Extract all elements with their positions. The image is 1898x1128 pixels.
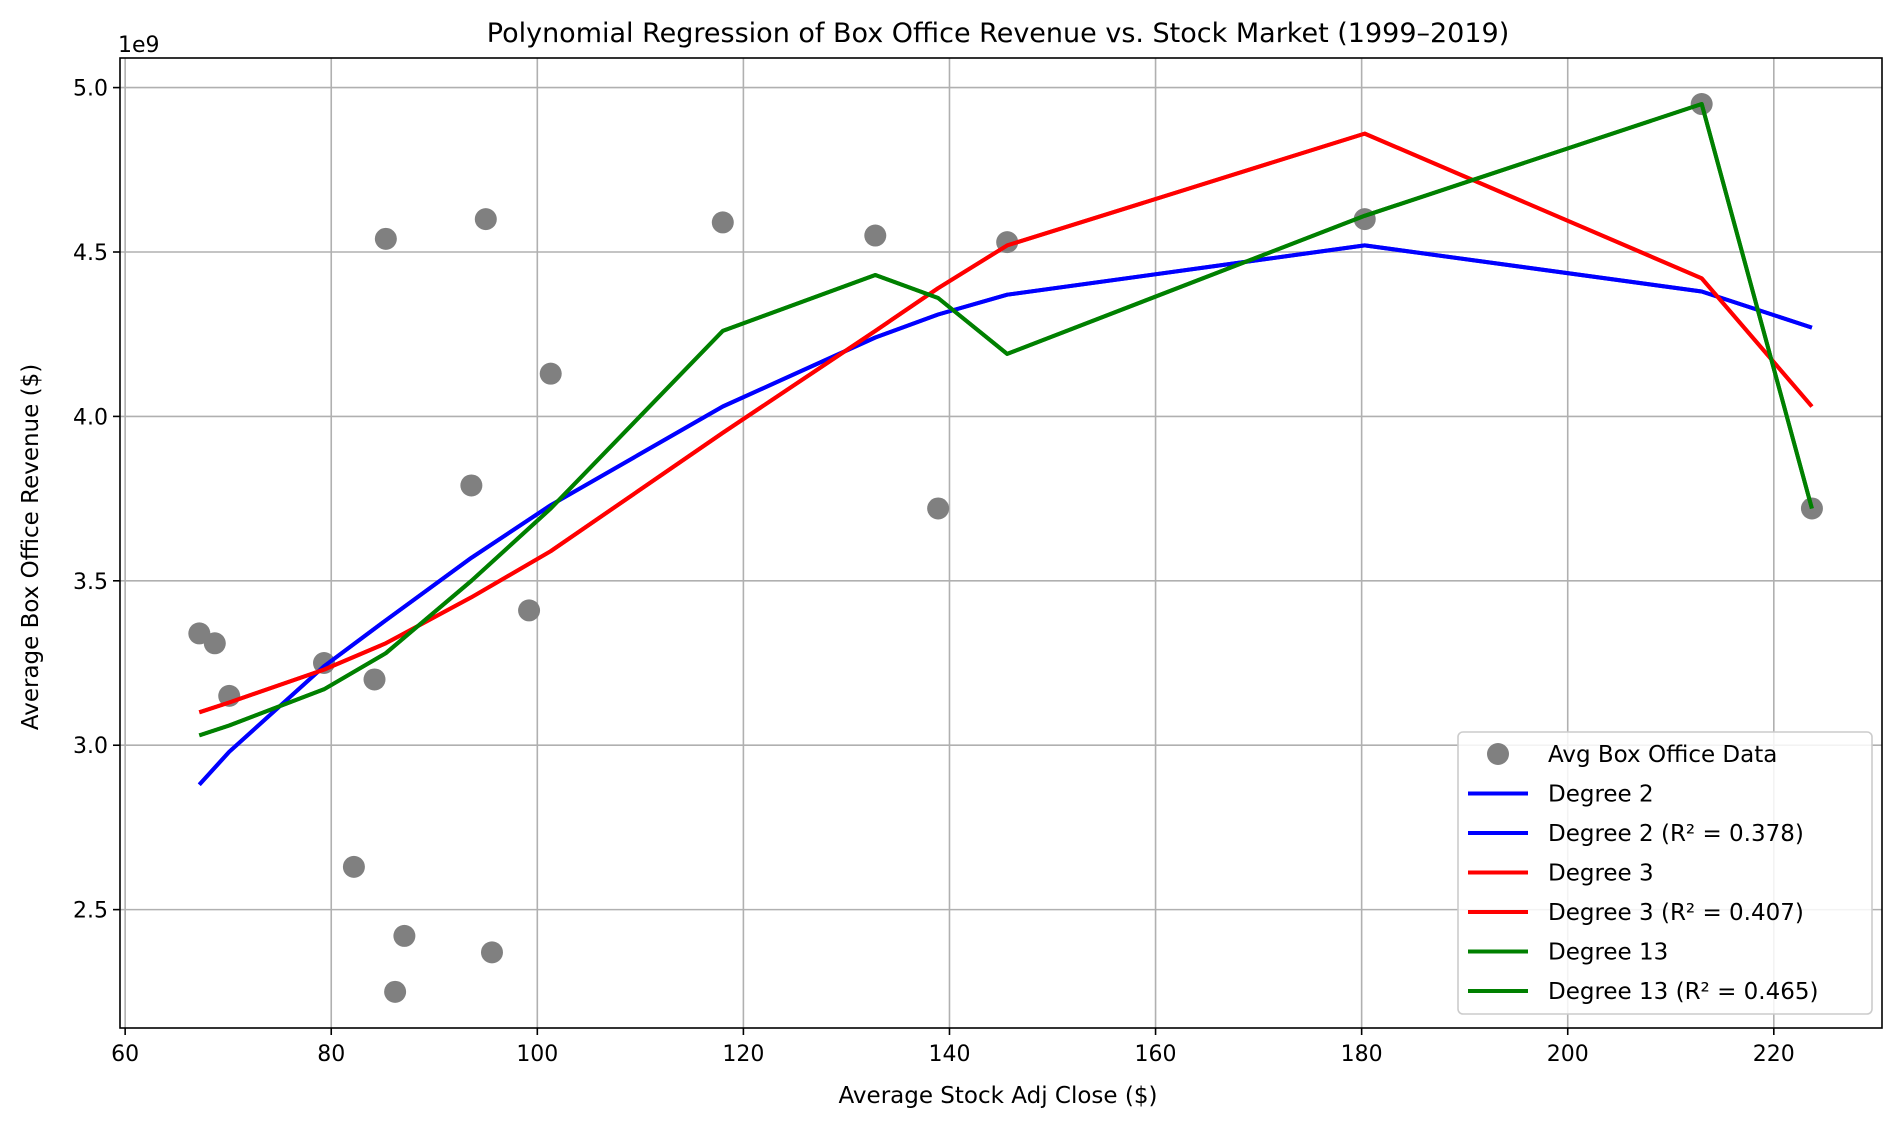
data-point [363,668,386,691]
data-point [342,855,365,878]
y-axis-label: Average Box Office Revenue ($) [18,364,44,730]
y-tick-label: 4.0 [73,405,108,430]
data-point [203,632,226,655]
series-line-1 [197,243,1813,787]
data-point [518,599,541,622]
legend: Avg Box Office Data Degree 2 Degree 2 (R² … [1457,731,1873,1015]
data-point [393,924,416,947]
y-tick-label: 3.0 [73,734,108,759]
x-axis-ticks: 60 80 100 120 140 160 180 200 220 [111,1028,1795,1067]
y-tick-label: 3.5 [73,570,108,595]
legend-label: Degree 2 (R² = 0.378) [1548,821,1804,847]
plot-border [119,57,1883,1029]
legend-label: Degree 13 [1548,940,1668,966]
x-tick-label: 60 [111,1042,139,1067]
legend-box [1457,731,1873,1015]
x-tick-label: 200 [1547,1042,1589,1067]
x-axis-label: Average Stock Adj Close ($) [839,1083,1158,1109]
series-line-5 [198,102,1814,738]
x-tick-label: 120 [722,1042,764,1067]
legend-label: Degree 3 (R² = 0.407) [1548,900,1804,926]
legend-label: Avg Box Office Data [1548,742,1777,768]
series-line-3 [198,131,1814,715]
y-axis-offset-label: 1e9 [118,33,160,58]
legend-label: Degree 2 [1548,782,1654,808]
axes-frame [119,57,1883,1029]
data-point [539,362,562,385]
data-point [711,211,734,234]
x-tick-label: 140 [928,1042,970,1067]
data-point [384,980,407,1003]
data-point [927,497,950,520]
chart-title: Polynomial Regression of Box Office Reve… [487,18,1510,49]
x-tick-label: 220 [1753,1042,1795,1067]
data-point [480,941,503,964]
legend-label: Degree 3 [1548,861,1654,887]
x-tick-label: 160 [1135,1042,1177,1067]
y-tick-label: 5.0 [73,77,108,102]
y-tick-label: 2.5 [73,899,108,924]
x-tick-label: 80 [317,1042,345,1067]
regression-lines [197,102,1814,787]
x-tick-label: 180 [1341,1042,1383,1067]
data-point [864,224,887,247]
y-axis-ticks: 2.5 3.0 3.5 4.0 4.5 5.0 [73,77,120,924]
x-tick-label: 100 [516,1042,558,1067]
data-point [460,474,483,497]
y-tick-label: 4.5 [73,241,108,266]
data-point [374,227,397,250]
legend-marker [1487,743,1509,765]
legend-label: Degree 13 (R² = 0.465) [1548,979,1819,1005]
data-point [474,208,497,231]
